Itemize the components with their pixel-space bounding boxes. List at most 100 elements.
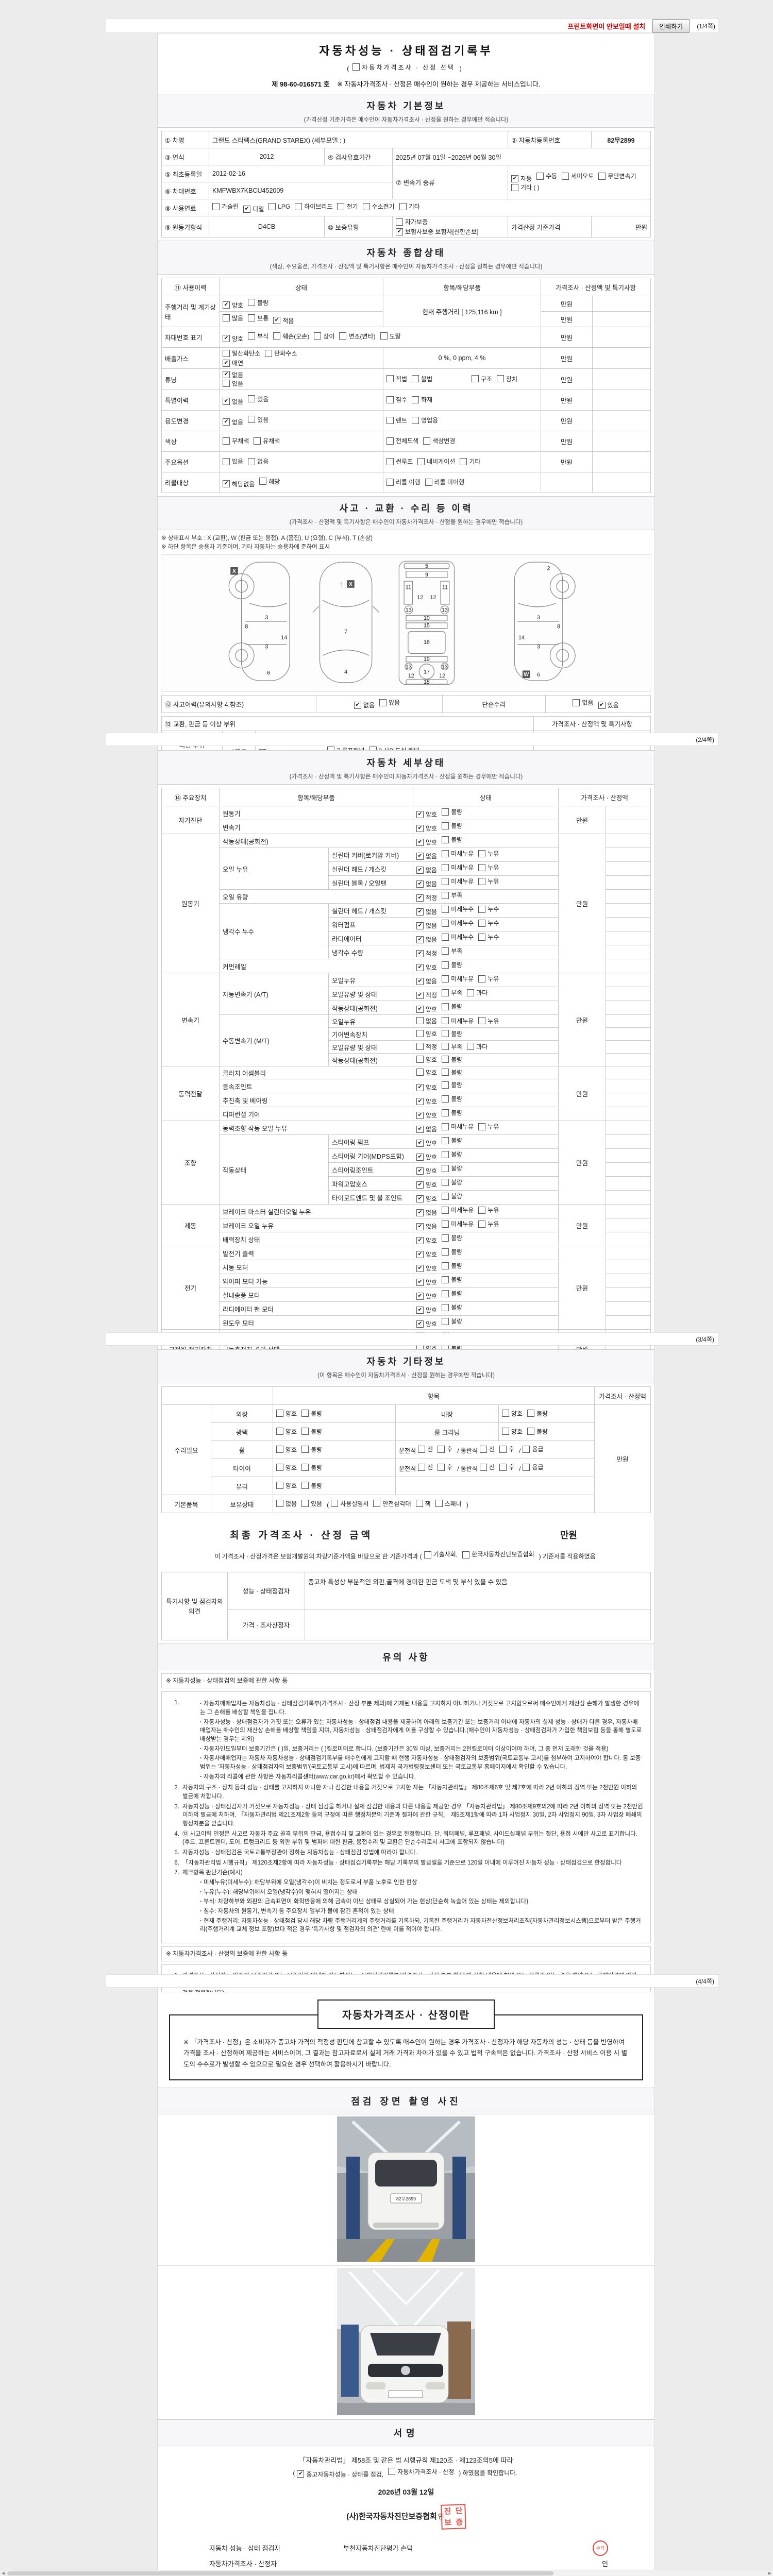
checkbox-box[interactable] <box>442 1069 449 1076</box>
checkbox-누유[interactable]: 누유 <box>478 1122 499 1131</box>
checkbox-box[interactable] <box>416 1069 424 1076</box>
checkbox-불량[interactable]: 불량 <box>442 1029 462 1038</box>
checkbox-적법[interactable]: 적법 <box>386 375 407 383</box>
checkbox-box[interactable] <box>573 699 580 706</box>
checkbox-box[interactable]: ✔ <box>416 1181 424 1189</box>
checkbox-box[interactable]: ✔ <box>416 838 424 846</box>
checkbox-box[interactable] <box>527 1410 535 1417</box>
checkbox-양호[interactable]: ✔ 양호 <box>416 1153 437 1161</box>
checkbox-box[interactable] <box>471 375 479 383</box>
checkbox-누수[interactable]: 누수 <box>478 905 499 913</box>
checkbox-box[interactable]: ✔ <box>416 824 424 832</box>
checkbox-적정[interactable]: ✔ 적정 <box>416 991 437 999</box>
checkbox-box[interactable] <box>301 1500 309 1507</box>
checkbox-매연[interactable]: ✔ 매연 <box>223 359 243 367</box>
install-notice[interactable]: 프린트화면이 안보일때 설치 <box>567 22 646 30</box>
checkbox-box[interactable]: ✔ <box>223 398 230 405</box>
checkbox-썬루프[interactable]: 썬루프 <box>386 457 413 466</box>
checkbox-box[interactable] <box>416 1017 424 1025</box>
checkbox-box[interactable] <box>386 416 394 424</box>
checkbox-응급[interactable]: 응급 <box>523 1445 544 1453</box>
checkbox-box[interactable] <box>467 1043 475 1050</box>
checkbox-불량[interactable]: 불량 <box>442 835 462 844</box>
checkbox-후[interactable]: 후 <box>499 1445 514 1453</box>
checkbox-box[interactable]: ✔ <box>223 480 230 487</box>
checkbox-기타[interactable]: 기타 <box>399 202 420 211</box>
checkbox-있음[interactable]: 있음 <box>223 379 243 388</box>
checkbox-box[interactable] <box>478 877 486 885</box>
checkbox-미세누유[interactable]: 미세누유 <box>442 1206 474 1214</box>
checkbox-무채색[interactable]: 무채색 <box>223 436 249 445</box>
checkbox-box[interactable] <box>415 1500 423 1507</box>
checkbox-box[interactable]: ✔ <box>511 175 518 182</box>
checkbox-box[interactable] <box>386 457 394 465</box>
checkbox-box[interactable] <box>442 1206 449 1214</box>
checkbox-누유[interactable]: 누유 <box>478 1206 499 1214</box>
checkbox-box[interactable] <box>442 1178 449 1186</box>
checkbox-box[interactable] <box>276 1410 283 1417</box>
checkbox-한국자동차진단보증협회[interactable]: 한국자동차진단보증협회 <box>462 1550 534 1560</box>
checkbox-없음[interactable]: ✔없음 <box>416 1125 437 1133</box>
checkbox-box[interactable] <box>527 1428 535 1435</box>
checkbox-있음[interactable]: 있음 <box>248 415 268 424</box>
checkbox-box[interactable] <box>331 1500 339 1507</box>
checkbox-box[interactable]: ✔ <box>416 1139 424 1147</box>
checkbox-수동[interactable]: 수동 <box>536 172 557 180</box>
checkbox-box[interactable] <box>442 989 449 996</box>
checkbox-양호[interactable]: ✔ 양호 <box>416 1180 437 1189</box>
checkbox-box[interactable]: ✔ <box>223 418 230 426</box>
checkbox-양호[interactable]: ✔ 양호 <box>416 1319 437 1328</box>
checkbox-box[interactable] <box>442 1276 449 1283</box>
checkbox-box[interactable] <box>425 478 432 486</box>
checkbox-양호[interactable]: 양호 <box>276 1427 297 1436</box>
checkbox-box[interactable] <box>248 395 256 402</box>
checkbox-색상변경[interactable]: 색상변경 <box>423 436 455 445</box>
checkbox-box[interactable] <box>301 1446 309 1453</box>
checkbox-양호[interactable]: 양호 <box>502 1427 523 1436</box>
checkbox-box[interactable] <box>478 863 486 871</box>
checkbox-잭[interactable]: 잭 <box>415 1499 431 1508</box>
checkbox-없음[interactable]: ✔없음 <box>416 879 437 888</box>
checkbox-전기[interactable]: 전기 <box>337 202 358 211</box>
checkbox-box[interactable] <box>386 437 394 445</box>
checkbox-전[interactable]: 전 <box>480 1463 495 1471</box>
checkbox-불량[interactable]: 불량 <box>442 1261 462 1270</box>
checkbox-장치[interactable]: 장치 <box>496 375 517 383</box>
checkbox-불량[interactable]: 불량 <box>442 1275 462 1284</box>
checkbox-누유[interactable]: 누유 <box>478 1016 499 1025</box>
checkbox-수소전기[interactable]: 수소전기 <box>362 202 395 211</box>
checkbox-box[interactable] <box>442 1290 449 1297</box>
checkbox-양호[interactable]: ✔ 양호 <box>416 1005 437 1013</box>
checkbox-box[interactable] <box>386 375 394 383</box>
checkbox-box[interactable] <box>478 1220 486 1228</box>
checkbox-양호[interactable]: ✔ 양호 <box>416 1236 437 1245</box>
checkbox-box[interactable] <box>418 1445 426 1453</box>
checkbox-box[interactable]: ✔ <box>416 977 424 985</box>
checkbox-중고자동차성능 · 상태를 점검,[interactable]: ✔ 중고자동차성능 · 상태를 점검, <box>297 2470 383 2479</box>
checkbox-불량[interactable]: 불량 <box>442 1002 462 1011</box>
checkbox-box[interactable] <box>223 349 230 357</box>
checkbox-box[interactable]: ✔ <box>223 359 230 367</box>
checkbox-불량[interactable]: 불량 <box>442 1080 462 1089</box>
checkbox-box[interactable] <box>412 416 419 424</box>
checkbox-box[interactable] <box>265 349 273 357</box>
checkbox-없음[interactable]: 없음 <box>248 457 268 466</box>
checkbox-양호[interactable]: ✔ 양호 <box>416 1083 437 1092</box>
checkbox-양호[interactable]: ✔ 양호 <box>416 1306 437 1314</box>
checkbox-불량[interactable]: 불량 <box>442 1289 462 1298</box>
checkbox-미세누수[interactable]: 미세누수 <box>442 905 474 913</box>
checkbox-box[interactable] <box>478 933 486 941</box>
checkbox-box[interactable] <box>442 1220 449 1228</box>
checkbox-양호[interactable]: 양호 <box>416 1055 437 1064</box>
checkbox-양호[interactable]: ✔ 양호 <box>416 1278 437 1286</box>
checkbox-box[interactable] <box>435 1500 443 1507</box>
checkbox-변조(변타)[interactable]: 변조(변타) <box>339 332 376 341</box>
checkbox-없음[interactable]: ✔없음 <box>416 1208 437 1217</box>
checkbox-불량[interactable]: 불량 <box>442 1178 462 1187</box>
checkbox-box[interactable] <box>273 332 281 340</box>
checkbox-화재[interactable]: 화재 <box>412 395 432 404</box>
checkbox-box[interactable] <box>442 1137 449 1144</box>
checkbox-box[interactable] <box>417 457 425 465</box>
checkbox-box[interactable] <box>523 1463 530 1471</box>
checkbox-없음[interactable]: ✔없음 <box>416 935 437 944</box>
